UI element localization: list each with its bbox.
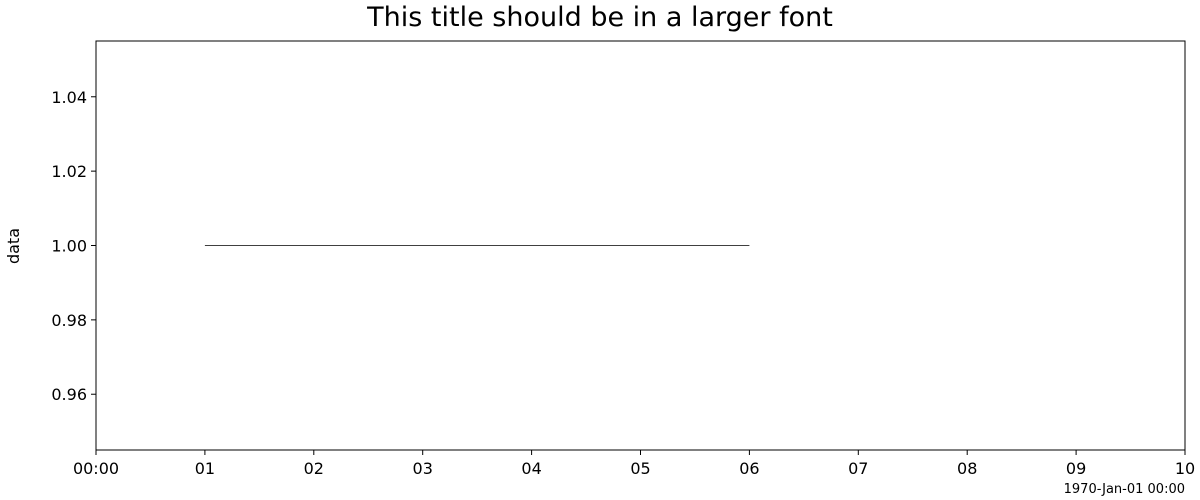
x-tick-label: 02	[304, 459, 324, 478]
x-tick-label: 00:00	[73, 459, 119, 478]
x-tick-label: 07	[848, 459, 868, 478]
y-axis-ticks: 0.96 0.98 1.00 1.02 1.04	[51, 88, 96, 404]
x-axis-offset-label: 1970-Jan-01 00:00	[1064, 482, 1185, 497]
y-tick-label: 1.04	[51, 88, 87, 107]
y-axis-label: data	[4, 228, 23, 264]
chart-title: This title should be in a larger font	[366, 2, 833, 33]
x-tick-label: 06	[739, 459, 759, 478]
y-tick-label: 0.96	[51, 385, 87, 404]
y-tick-label: 1.00	[51, 237, 87, 256]
x-tick-label: 04	[521, 459, 541, 478]
x-tick-label: 09	[1066, 459, 1086, 478]
y-tick-label: 0.98	[51, 311, 87, 330]
y-tick-label: 1.02	[51, 162, 87, 181]
x-tick-label: 08	[957, 459, 977, 478]
x-tick-label: 05	[630, 459, 650, 478]
x-tick-label: 03	[413, 459, 433, 478]
x-tick-label: 01	[195, 459, 215, 478]
x-axis-ticks: 00:00 01 02 03 04 05 06 07 08 09 10	[73, 450, 1195, 478]
x-tick-label: 10	[1175, 459, 1195, 478]
